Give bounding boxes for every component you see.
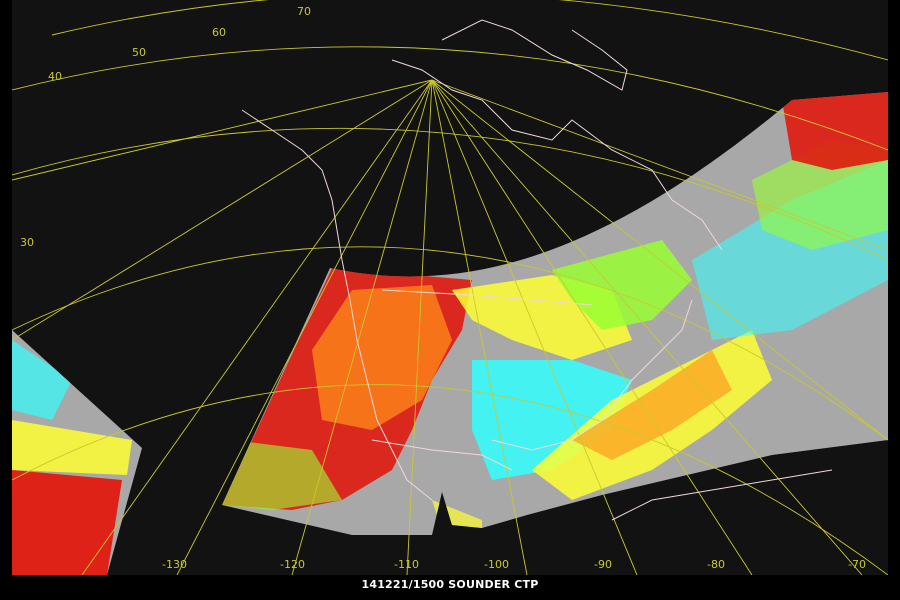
us-canada-border — [381, 289, 593, 306]
coastlines — [241, 19, 833, 521]
meridian-line — [291, 79, 433, 575]
latitude-line-30 — [12, 246, 888, 441]
lat-label-30: 30 — [20, 236, 34, 249]
meridian-line — [431, 79, 863, 575]
lon-label-minus-100: -100 — [484, 558, 509, 571]
mid-high-cloud-band-atlantic — [572, 350, 732, 460]
meridian-line — [431, 79, 888, 441]
lon-label-minus-130: -130 — [162, 558, 187, 571]
us-mexico-border — [371, 439, 513, 471]
lat-label-60: 60 — [212, 26, 226, 39]
map-panel: 70 60 50 40 30 -130 -120 -110 -100 -90 -… — [12, 0, 888, 575]
meridian-line — [12, 79, 433, 181]
west-high-cloud — [12, 470, 122, 575]
latitude-line-20 — [12, 384, 888, 575]
meridian-line — [406, 79, 433, 575]
meridian-line — [12, 79, 433, 341]
lon-label-minus-110: -110 — [394, 558, 419, 571]
meridian-line — [176, 79, 433, 575]
mid-low-cloud-region-pacific — [222, 440, 342, 510]
lat-label-50: 50 — [132, 46, 146, 59]
lon-label-minus-70: -70 — [848, 558, 866, 571]
low-cloud-region-south — [472, 360, 632, 480]
greenland-coast — [441, 19, 628, 91]
meridian-line — [431, 79, 638, 575]
west-low-cloud — [12, 340, 72, 420]
lat-label-70: 70 — [297, 5, 311, 18]
lat-label-40: 40 — [48, 70, 62, 83]
sounder-ctp-map: 70 60 50 40 30 -130 -120 -110 -100 -90 -… — [12, 0, 888, 575]
latitude-line-40 — [12, 127, 888, 261]
canada-arctic-coast — [391, 59, 723, 251]
latitude-line-50 — [12, 46, 888, 151]
lon-label-minus-80: -80 — [707, 558, 725, 571]
sounder-swath-west — [12, 330, 142, 575]
caribbean-coast — [611, 469, 833, 521]
pacific-coast-south — [341, 259, 433, 501]
high-cloud-region-northeast — [782, 92, 888, 170]
lon-label-minus-90: -90 — [594, 558, 612, 571]
meridian-line — [81, 79, 433, 575]
pacific-coast-north — [241, 109, 343, 261]
mid-high-cloud-region-west — [312, 285, 452, 430]
lon-label-minus-120: -120 — [280, 558, 305, 571]
image-caption: 141221/1500 SOUNDER CTP — [361, 578, 539, 591]
west-mid-cloud — [12, 420, 132, 475]
meridian-line — [431, 79, 888, 251]
meridian-line — [431, 79, 528, 575]
gulf-atlantic-coast — [491, 299, 693, 451]
mid-low-cloud-region-northeast — [752, 140, 888, 250]
latitude-line-60 — [51, 0, 888, 61]
